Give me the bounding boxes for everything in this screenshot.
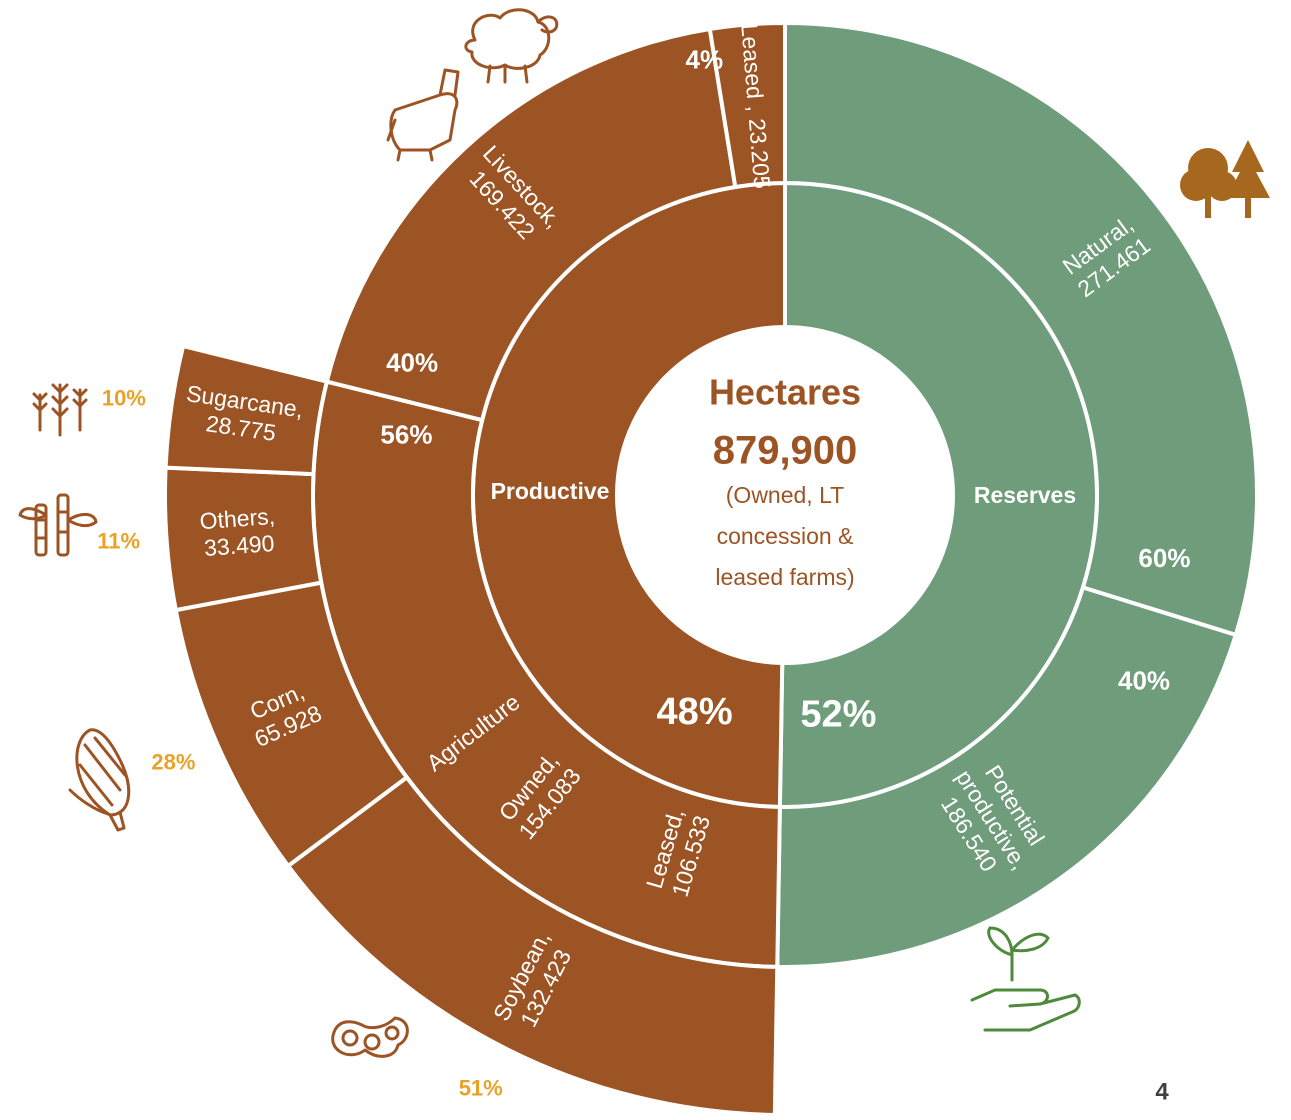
outer-share: 51%	[459, 1075, 503, 1100]
segment-share: 40%	[1118, 665, 1170, 695]
ring-segment	[324, 26, 738, 423]
segment-share: 60%	[1138, 543, 1190, 573]
icon-bamboo	[18, 493, 98, 557]
ring-share: 52%	[800, 694, 876, 736]
segment-label-line: Leased ,23.205	[736, 23, 775, 190]
segment-share: 4%	[686, 44, 724, 74]
center-note: (Owned, LT	[726, 482, 844, 508]
ring-name: Productive	[491, 478, 610, 504]
center-note: leased farms)	[715, 564, 854, 590]
center-note: concession &	[717, 523, 854, 549]
center-title: Hectares	[709, 372, 861, 413]
ring-segment	[707, 20, 787, 190]
ring-share: 48%	[657, 691, 733, 733]
center-total: 879,900	[713, 429, 858, 473]
ring-name: Reserves	[974, 482, 1076, 508]
segment-share: 56%	[380, 420, 432, 450]
icon-sheep	[464, 8, 559, 84]
outer-share: 28%	[151, 750, 195, 775]
segment-label-line: Others,	[199, 503, 276, 534]
icon-trees	[1180, 140, 1270, 218]
segment-share: 40%	[386, 348, 438, 378]
segment-label-line: 33.490	[203, 530, 275, 561]
outer-share: 10%	[102, 385, 146, 410]
icon-soybean	[331, 1016, 409, 1058]
icon-corn	[68, 728, 131, 832]
sunburst	[163, 20, 1259, 1117]
label-part: 23.205	[744, 117, 776, 189]
page-number: 4	[1155, 1078, 1169, 1105]
ring-segment	[775, 584, 1239, 969]
segment-label: Leased ,23.205	[736, 23, 775, 190]
label-part: Others,	[199, 503, 276, 534]
icon-cow	[386, 68, 460, 162]
segment-label: Others,33.490	[199, 503, 276, 561]
icon-plant	[970, 926, 1081, 1032]
outer-share: 11%	[97, 528, 140, 553]
icon-wheat	[32, 383, 88, 437]
ring-segment	[783, 20, 1259, 638]
label-part: 33.490	[203, 530, 275, 561]
